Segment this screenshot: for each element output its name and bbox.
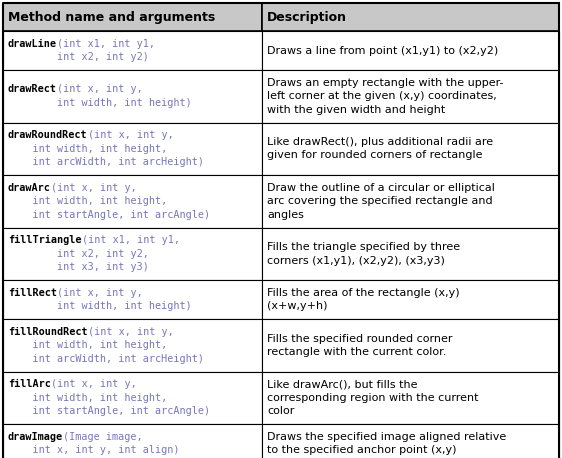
Text: given for rounded corners of rectangle: given for rounded corners of rectangle — [267, 151, 483, 160]
Text: (int x1, int y1,: (int x1, int y1, — [57, 39, 155, 49]
Text: int width, int height,: int width, int height, — [8, 196, 167, 206]
Bar — [3, 3, 262, 31]
Text: Draw the outline of a circular or elliptical: Draw the outline of a circular or ellipt… — [267, 183, 495, 193]
Bar — [262, 228, 559, 280]
Text: Fills the triangle specified by three: Fills the triangle specified by three — [267, 242, 460, 252]
Bar — [262, 175, 559, 228]
Text: int arcWidth, int arcHeight): int arcWidth, int arcHeight) — [8, 157, 204, 167]
Text: (Image image,: (Image image, — [63, 432, 143, 442]
Text: corresponding region with the current: corresponding region with the current — [267, 393, 478, 403]
Bar — [3, 70, 262, 122]
Bar — [262, 70, 559, 122]
Text: drawRoundRect: drawRoundRect — [8, 130, 88, 140]
Bar — [262, 31, 559, 70]
Text: (int x, int y,: (int x, int y, — [51, 183, 137, 193]
Text: int startAngle, int arcAngle): int startAngle, int arcAngle) — [8, 406, 210, 416]
Bar — [3, 424, 262, 458]
Text: drawRect: drawRect — [8, 84, 57, 94]
Text: to the specified anchor point (x,y): to the specified anchor point (x,y) — [267, 445, 456, 455]
Text: Fills the area of the rectangle (x,y): Fills the area of the rectangle (x,y) — [267, 288, 460, 298]
Text: rectangle with the current color.: rectangle with the current color. — [267, 347, 446, 357]
Bar — [262, 122, 559, 175]
Text: Draws the specified image aligned relative: Draws the specified image aligned relati… — [267, 432, 506, 442]
Text: fillRect: fillRect — [8, 288, 57, 298]
Bar — [262, 280, 559, 319]
Text: Like drawRect(), plus additional radii are: Like drawRect(), plus additional radii a… — [267, 137, 493, 147]
Text: (int x, int y,: (int x, int y, — [88, 327, 173, 337]
Bar — [262, 424, 559, 458]
Text: (int x, int y,: (int x, int y, — [88, 130, 173, 140]
Text: angles: angles — [267, 210, 304, 220]
Text: int x, int y, int align): int x, int y, int align) — [8, 445, 179, 455]
Text: int width, int height,: int width, int height, — [8, 393, 167, 403]
Text: Draws a line from point (x1,y1) to (x2,y2): Draws a line from point (x1,y1) to (x2,y… — [267, 45, 498, 55]
Bar — [3, 280, 262, 319]
Text: color: color — [267, 406, 294, 416]
Text: fillRoundRect: fillRoundRect — [8, 327, 88, 337]
Text: arc covering the specified rectangle and: arc covering the specified rectangle and — [267, 196, 493, 206]
Bar — [3, 31, 262, 70]
Text: left corner at the given (x,y) coordinates,: left corner at the given (x,y) coordinat… — [267, 91, 497, 101]
Bar — [3, 371, 262, 424]
Text: Method name and arguments: Method name and arguments — [8, 11, 215, 23]
Bar — [262, 3, 559, 31]
Text: Description: Description — [267, 11, 347, 23]
Text: int x2, int y2): int x2, int y2) — [8, 52, 149, 62]
Bar — [3, 175, 262, 228]
Text: int arcWidth, int arcHeight): int arcWidth, int arcHeight) — [8, 354, 204, 364]
Text: drawLine: drawLine — [8, 39, 57, 49]
Text: with the given width and height: with the given width and height — [267, 105, 445, 115]
Text: Draws an empty rectangle with the upper-: Draws an empty rectangle with the upper- — [267, 78, 504, 88]
Bar — [3, 319, 262, 371]
Text: fillArc: fillArc — [8, 379, 51, 389]
Bar — [262, 319, 559, 371]
Text: int x3, int y3): int x3, int y3) — [8, 262, 149, 272]
Text: (x+w,y+h): (x+w,y+h) — [267, 301, 328, 311]
Text: Fills the specified rounded corner: Fills the specified rounded corner — [267, 333, 452, 344]
Text: drawImage: drawImage — [8, 432, 63, 442]
Text: corners (x1,y1), (x2,y2), (x3,y3): corners (x1,y1), (x2,y2), (x3,y3) — [267, 256, 445, 266]
Text: (int x, int y,: (int x, int y, — [57, 288, 143, 298]
Text: int width, int height,: int width, int height, — [8, 144, 167, 154]
Text: Like drawArc(), but fills the: Like drawArc(), but fills the — [267, 379, 418, 389]
Text: fillTriangle: fillTriangle — [8, 235, 81, 245]
Text: int startAngle, int arcAngle): int startAngle, int arcAngle) — [8, 210, 210, 220]
Text: int width, int height): int width, int height) — [8, 98, 192, 108]
Text: int x2, int y2,: int x2, int y2, — [8, 249, 149, 259]
Bar — [3, 228, 262, 280]
Text: drawArc: drawArc — [8, 183, 51, 193]
Text: int width, int height,: int width, int height, — [8, 340, 167, 350]
Bar — [262, 371, 559, 424]
Bar — [3, 122, 262, 175]
Text: (int x, int y,: (int x, int y, — [57, 84, 143, 94]
Text: int width, int height): int width, int height) — [8, 301, 192, 311]
Text: (int x1, int y1,: (int x1, int y1, — [81, 235, 179, 245]
Text: (int x, int y,: (int x, int y, — [51, 379, 137, 389]
